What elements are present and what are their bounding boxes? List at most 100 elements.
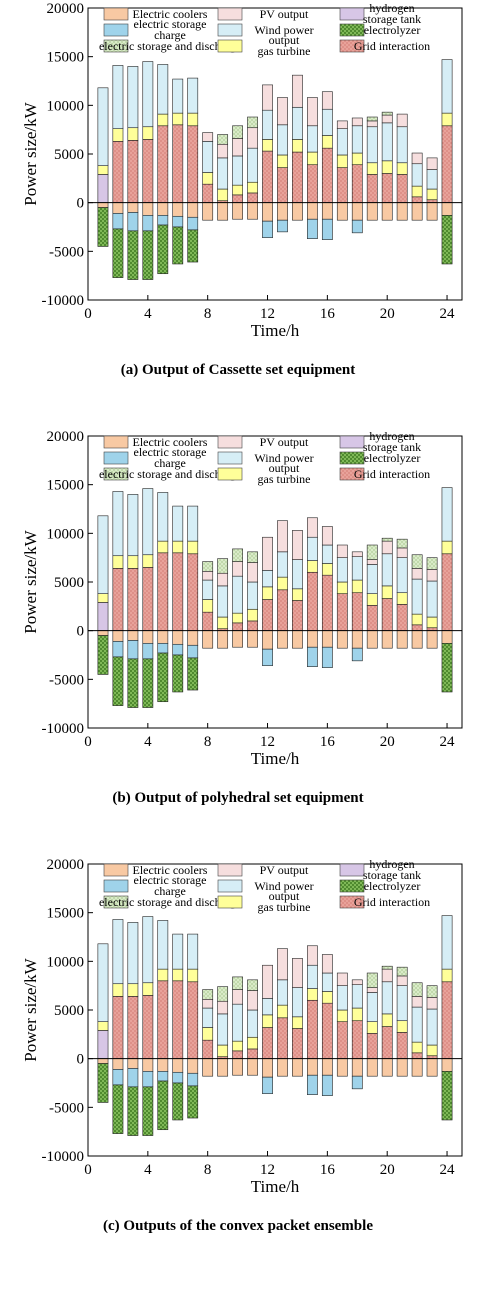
bar-grid-interaction-t7 [187,125,199,203]
bar-wind-power-t3 [127,922,139,985]
bar-wind-power-t6 [172,933,184,970]
bar-grid-interaction-t22 [411,624,423,631]
y-tick-label: 20000 [47,1,85,17]
legend-label-wind-power: Wind power [254,879,313,893]
bar-output-gas-turbine-t7 [187,968,199,983]
bar-output-gas-turbine-t15 [307,151,318,166]
bar-output-gas-turbine-t4 [142,126,154,140]
x-tick-label: 20 [380,1162,395,1178]
y-tick-label: 10000 [47,954,85,970]
bar-electric-coolers-t5 [157,202,169,216]
x-tick-label: 4 [144,734,152,750]
bar-output-gas-turbine-t18 [351,152,363,166]
bar-grid-interaction-t21 [396,604,408,631]
bar-output-gas-turbine-t10 [232,612,243,624]
bar-wind-power-t23 [426,169,438,190]
bar-electric-coolers-t9 [217,202,229,221]
bar-electric-storage-and-discharge-t9 [217,558,229,574]
bar-output-gas-turbine-t13 [277,1004,288,1019]
legend-swatch-electric-coolers [103,863,129,877]
legend-swatch-electric-storage-and-discharge [103,467,129,481]
bar-electric-coolers-t5 [157,1058,169,1072]
bar-output-gas-turbine-t20 [381,585,393,599]
y-tick-label: 0 [77,196,85,212]
legend-label-electrolyzer: electrolyzer [364,451,421,465]
bars [97,487,453,708]
bar-electric-coolers-t17 [336,202,348,221]
bar-output-gas-turbine-t21 [396,162,408,175]
bar-wind-power-t12 [262,998,273,1016]
legend-swatch-wind-power [217,23,243,37]
bar-wind-power-t1 [97,943,109,1022]
bar-electric-coolers-t2 [112,202,124,214]
bar-electric-coolers-t23 [426,630,438,649]
bar-electric-storage-charge-t4 [142,643,154,660]
legend: Electric coolers PV output hydrogen storage… [99,429,430,486]
bar-output-gas-turbine-t12 [262,586,273,600]
bar-electric-storage-charge-t2 [112,1069,124,1086]
bar-electric-storage-and-discharge-t11 [247,551,258,563]
bar-electrolyzer-t5 [157,224,169,275]
legend-label-electrolyzer: electrolyzer [364,23,421,37]
bar-electric-storage-charge-t12 [262,1076,273,1095]
x-axis-label: Time/h [251,749,300,768]
legend: Electric coolers PV output hydrogen storage… [99,1,430,58]
bar-electric-coolers-t12 [262,630,273,650]
bar-wind-power-t22 [411,1006,423,1043]
bar-wind-power-t3 [127,66,139,129]
y-tick-label: -10000 [42,721,85,737]
bar-electric-coolers-t19 [366,1058,378,1077]
x-tick-label: 0 [84,734,92,750]
chart-c: -10000 -5000 0 5000 10000 15000 20000 0 4 8 12 16 20… [21,857,463,1234]
bar-electrolyzer-t24 [441,643,453,693]
legend-swatch-electrolyzer [339,879,365,893]
bar-wind-power-t24 [441,59,453,114]
bar-pv-output-t20 [381,114,393,124]
y-tick-label: 15000 [47,906,85,922]
bar-grid-interaction-t16 [321,574,333,631]
legend-label-electric-storage-charge: electric storage charge [134,17,207,42]
legend-label-grid-interaction: Grid interaction [354,467,430,481]
bar-wind-power-t10 [232,155,243,186]
bar-grid-interaction-t20 [381,173,393,203]
bar-pv-output-t13 [277,97,288,126]
bar-pv-output-t15 [307,517,318,538]
bar-electric-coolers-t16 [321,630,333,648]
bar-electrolyzer-t1 [97,207,109,247]
bar-output-gas-turbine-t8 [202,1027,214,1041]
x-tick-label: 8 [204,306,212,322]
bar-pv-output-t19 [366,559,378,565]
bar-pv-output-t12 [262,964,273,999]
bar-pv-output-t9 [217,1000,229,1015]
bar-pv-output-t8 [202,570,214,581]
bar-wind-power-t3 [127,494,139,557]
bar-output-gas-turbine-t8 [202,172,214,185]
bar-electric-storage-charge-t18 [351,1075,363,1090]
bar-wind-power-t15 [307,536,318,561]
bar-electric-coolers-t9 [217,630,229,649]
bar-pv-output-t21 [396,547,408,558]
bar-output-gas-turbine-t11 [247,1036,258,1050]
bar-electric-coolers-t22 [411,202,423,221]
bar-wind-power-t19 [366,564,378,594]
bar-electric-storage-charge-t2 [112,213,124,230]
bar-wind-power-t1 [97,515,109,594]
bar-electrolyzer-t3 [127,658,139,708]
bar-wind-power-t11 [247,1009,258,1038]
bar-output-gas-turbine-t24 [441,112,453,127]
bar-output-gas-turbine-t9 [217,1044,229,1058]
bar-output-gas-turbine-t20 [381,160,393,174]
x-tick-label: 0 [84,306,92,322]
legend-swatch-hydrogen-storage-tank [339,435,365,449]
legend-label-electric-coolers: Electric coolers [133,7,208,21]
chart-a: -10000 -5000 0 5000 10000 15000 20000 0 4 8 12 16 20… [21,1,463,378]
bar-electric-storage-charge-t18 [351,647,363,662]
bar-grid-interaction-t4 [142,139,154,203]
bar-wind-power-t17 [336,128,348,156]
bar-electric-storage-and-discharge-t23 [426,557,438,570]
bar-electrolyzer-t5 [157,652,169,703]
bar-electric-storage-charge-t3 [127,640,139,660]
legend-label-electric-coolers: Electric coolers [133,863,208,877]
legend-label-wind-power: Wind power [254,23,313,37]
bar-electric-storage-and-discharge-t22 [411,982,423,997]
